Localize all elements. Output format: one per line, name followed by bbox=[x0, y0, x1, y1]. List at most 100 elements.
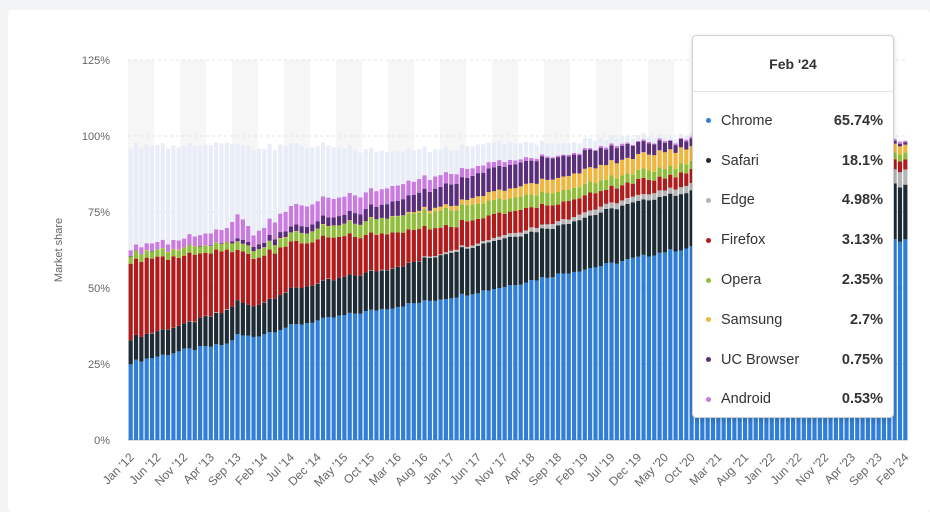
month-bar[interactable] bbox=[219, 143, 224, 440]
month-bar[interactable] bbox=[566, 143, 571, 440]
month-bar[interactable] bbox=[374, 151, 379, 440]
month-bar[interactable] bbox=[390, 150, 395, 440]
month-bar[interactable] bbox=[267, 143, 272, 440]
month-bar[interactable] bbox=[326, 145, 331, 440]
month-bar[interactable] bbox=[358, 152, 363, 440]
month-bar[interactable] bbox=[395, 151, 400, 440]
month-bar[interactable] bbox=[165, 148, 171, 440]
month-bar[interactable] bbox=[481, 144, 486, 440]
month-bar[interactable] bbox=[689, 132, 694, 440]
month-bar[interactable] bbox=[678, 133, 684, 440]
month-bar[interactable] bbox=[598, 137, 603, 440]
month-bar[interactable] bbox=[363, 149, 368, 440]
month-bar[interactable] bbox=[604, 139, 609, 440]
month-bar[interactable] bbox=[620, 136, 625, 440]
month-bar[interactable] bbox=[235, 143, 240, 440]
month-bar[interactable] bbox=[465, 146, 470, 440]
month-bar[interactable] bbox=[470, 146, 475, 440]
month-bar[interactable] bbox=[892, 137, 897, 440]
month-bar[interactable] bbox=[903, 139, 908, 440]
month-bar[interactable] bbox=[454, 150, 459, 440]
month-bar[interactable] bbox=[133, 142, 139, 440]
month-bar[interactable] bbox=[646, 136, 651, 440]
month-bar[interactable] bbox=[518, 143, 523, 440]
month-bar[interactable] bbox=[411, 150, 416, 440]
month-bar[interactable] bbox=[320, 142, 326, 440]
month-bar[interactable] bbox=[176, 147, 181, 440]
month-bar[interactable] bbox=[459, 144, 464, 440]
month-bar[interactable] bbox=[539, 140, 545, 440]
month-bar[interactable] bbox=[443, 146, 448, 440]
month-bar[interactable] bbox=[545, 143, 550, 440]
month-bar[interactable] bbox=[486, 142, 491, 440]
month-bar[interactable] bbox=[208, 145, 213, 440]
month-bar[interactable] bbox=[251, 149, 256, 440]
month-bar[interactable] bbox=[385, 151, 390, 440]
month-bar[interactable] bbox=[336, 147, 342, 440]
month-bar[interactable] bbox=[641, 133, 646, 440]
month-bar[interactable] bbox=[230, 143, 235, 440]
month-bar[interactable] bbox=[368, 147, 374, 440]
month-bar[interactable] bbox=[139, 147, 144, 440]
month-bar[interactable] bbox=[278, 144, 283, 440]
month-bar[interactable] bbox=[347, 145, 352, 440]
month-bar[interactable] bbox=[160, 143, 165, 440]
month-bar[interactable] bbox=[379, 150, 384, 440]
month-bar[interactable] bbox=[673, 139, 678, 440]
month-bar[interactable] bbox=[550, 144, 555, 440]
month-bar[interactable] bbox=[684, 135, 689, 440]
month-bar[interactable] bbox=[668, 135, 673, 440]
month-bar[interactable] bbox=[224, 142, 229, 440]
month-bar[interactable] bbox=[149, 145, 155, 440]
month-bar[interactable] bbox=[427, 152, 432, 440]
month-bar[interactable] bbox=[422, 146, 427, 440]
month-bar[interactable] bbox=[203, 144, 208, 440]
month-bar[interactable] bbox=[625, 135, 630, 440]
month-bar[interactable] bbox=[662, 136, 668, 440]
month-bar[interactable] bbox=[272, 149, 278, 440]
month-bar[interactable] bbox=[491, 142, 497, 440]
month-bar[interactable] bbox=[502, 143, 507, 440]
month-bar[interactable] bbox=[246, 145, 251, 440]
month-bar[interactable] bbox=[288, 143, 294, 440]
month-bar[interactable] bbox=[534, 144, 539, 440]
month-bar[interactable] bbox=[401, 151, 406, 440]
month-bar[interactable] bbox=[593, 140, 598, 440]
month-bar[interactable] bbox=[614, 138, 619, 440]
month-bar[interactable] bbox=[630, 138, 635, 440]
month-bar[interactable] bbox=[609, 135, 614, 440]
month-bar[interactable] bbox=[144, 144, 149, 440]
month-bar[interactable] bbox=[171, 145, 176, 440]
month-bar[interactable] bbox=[342, 148, 347, 440]
month-bar[interactable] bbox=[256, 148, 261, 440]
month-bar[interactable] bbox=[588, 138, 593, 440]
month-bar[interactable] bbox=[449, 149, 454, 440]
month-bar[interactable] bbox=[352, 149, 358, 440]
month-bar[interactable] bbox=[294, 143, 299, 440]
month-bar[interactable] bbox=[304, 148, 310, 440]
month-bar[interactable] bbox=[555, 143, 561, 440]
month-bar[interactable] bbox=[187, 142, 192, 440]
month-bar[interactable] bbox=[198, 145, 203, 440]
month-bar[interactable] bbox=[128, 148, 133, 440]
month-bar[interactable] bbox=[529, 142, 534, 440]
month-bar[interactable] bbox=[417, 149, 422, 440]
month-bar[interactable] bbox=[897, 140, 903, 440]
month-bar[interactable] bbox=[507, 142, 513, 440]
month-bar[interactable] bbox=[310, 147, 315, 440]
month-bar[interactable] bbox=[497, 141, 502, 440]
month-bar[interactable] bbox=[192, 145, 197, 440]
month-bar[interactable] bbox=[182, 145, 187, 440]
month-bar[interactable] bbox=[214, 142, 219, 440]
month-bar[interactable] bbox=[572, 141, 577, 440]
month-bar[interactable] bbox=[299, 145, 304, 440]
month-bar[interactable] bbox=[331, 147, 336, 440]
month-bar[interactable] bbox=[262, 148, 267, 440]
month-bar[interactable] bbox=[652, 138, 657, 440]
month-bar[interactable] bbox=[406, 148, 411, 440]
month-bar[interactable] bbox=[155, 145, 160, 440]
month-bar[interactable] bbox=[636, 134, 641, 440]
month-bar[interactable] bbox=[240, 144, 245, 440]
month-bar[interactable] bbox=[433, 149, 438, 440]
month-bar[interactable] bbox=[523, 141, 529, 440]
